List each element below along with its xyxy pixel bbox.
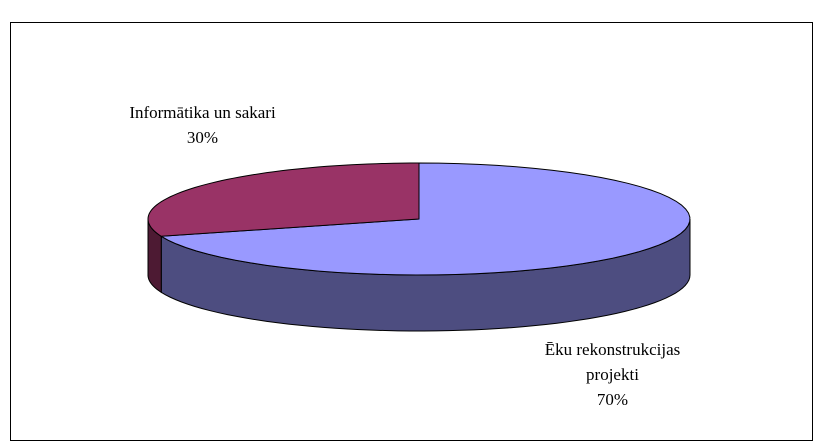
category-label: Ēku rekonstrukcijas projekti — [544, 340, 681, 384]
slice-label: Informātika un sakari 30% — [120, 100, 285, 150]
value-label: 30% — [186, 128, 219, 147]
value-label: 70% — [596, 390, 629, 409]
slice-label: Ēku rekonstrukcijas projekti 70% — [540, 337, 685, 412]
slice-top — [159, 162, 691, 276]
category-label: Informātika un sakari — [129, 103, 276, 122]
slice-top — [147, 162, 420, 237]
